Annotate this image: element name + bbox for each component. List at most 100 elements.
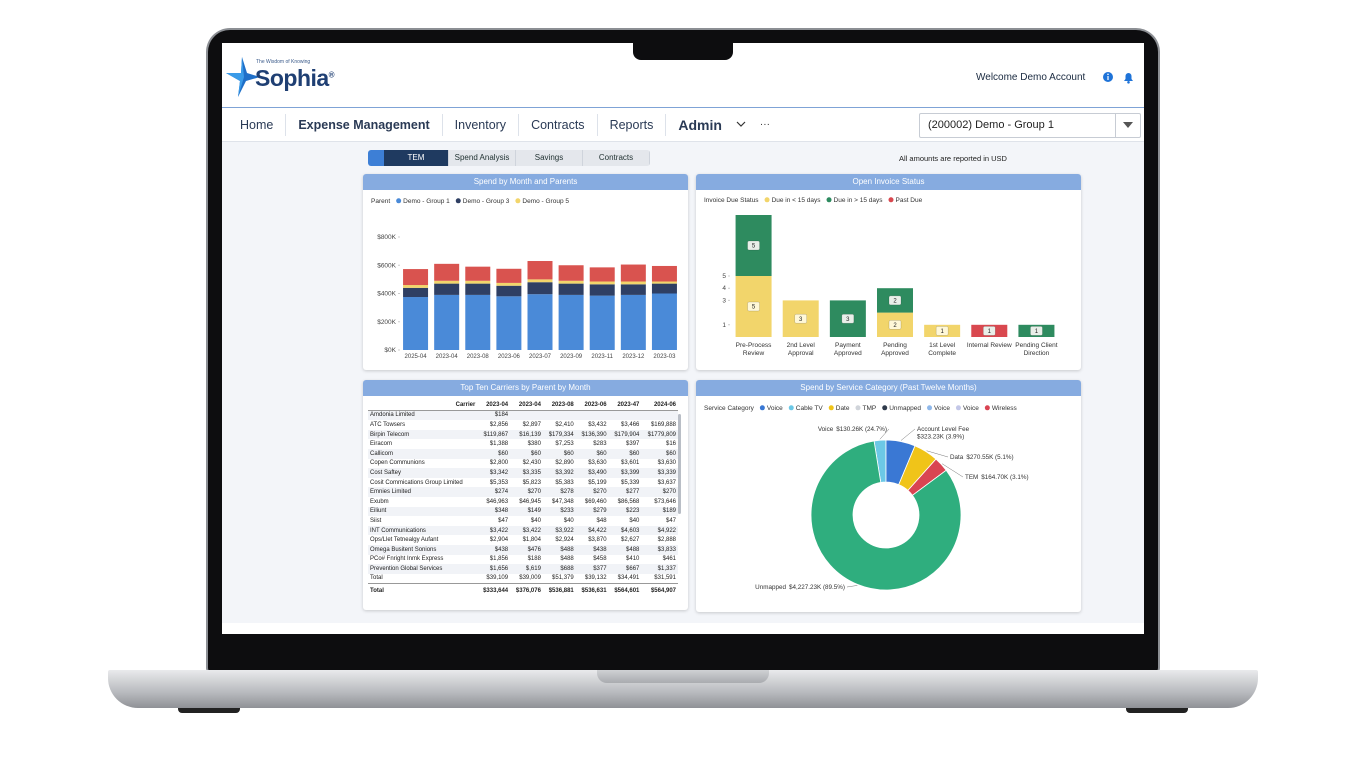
account-select[interactable]: (200002) Demo - Group 1 [919, 113, 1141, 138]
table-cell: $60 [510, 448, 543, 459]
table-row: Eiracom $1,388 $380 $7,253 $283 $397 $16 [368, 439, 678, 449]
bar-segment [403, 287, 429, 298]
table-cell: $3,422 [510, 525, 543, 536]
footer-cell: $536,631 [575, 583, 609, 599]
nav-item[interactable]: Reports [598, 113, 667, 136]
bar-segment [651, 293, 677, 350]
slice-value: $323.23K (3.9%) [917, 434, 964, 441]
legend-title: Parent [371, 198, 390, 205]
legend-label: TMP [862, 405, 876, 412]
nav-item[interactable]: Home [222, 113, 287, 136]
bar-segment [589, 295, 615, 350]
tab[interactable]: Contracts [583, 150, 650, 166]
legend-swatch [396, 198, 402, 204]
bar-segment [403, 285, 429, 288]
table-footer-row: Total $333,644 $376,076 $536,881 $536,631 $56… [368, 583, 678, 599]
bar-segment [620, 264, 646, 282]
tab-icon[interactable] [368, 150, 384, 166]
slice-label: Unmapped $4,227.23K (89.5%) [755, 584, 845, 591]
legend-title: Service Category [704, 405, 755, 412]
bar-segment [558, 283, 584, 295]
tab[interactable]: Savings [516, 150, 583, 166]
table-cell: $348 [477, 506, 511, 517]
bar-segment [558, 280, 584, 284]
bar-segment [496, 282, 522, 286]
data-label: 1 [940, 329, 944, 335]
x-tick-label: Pending Client Direction [1015, 342, 1058, 357]
footer-strip [222, 623, 1144, 634]
carrier-name: Cost Saftey [368, 468, 478, 478]
logo-word: Sophia [255, 65, 329, 91]
nav-more[interactable]: ··· [759, 119, 770, 130]
table-row: Amdonia Limited $184 [368, 410, 678, 421]
bar-segment [620, 281, 646, 285]
table-row: Total $39,109 $39,009 $51,379 $39,132 $34,491… [368, 574, 678, 584]
tagline: The Wisdom of Knowing [256, 59, 311, 65]
y-tick-label: $800K [377, 234, 396, 241]
table-row: Emnies Limited $274 $270 $278 $270 $277 $270 [368, 487, 678, 497]
legend-swatch [882, 405, 888, 411]
carrier-name: Omega Busitent Sonions [368, 544, 478, 555]
carrier-name: Total [370, 575, 383, 582]
bar-segment [465, 266, 491, 281]
panel-title: Open Invoice Status [696, 174, 1081, 190]
table-cell [575, 410, 609, 421]
laptop-foot [178, 708, 240, 713]
table-cell: $3,870 [588, 537, 607, 544]
bar-segment [434, 294, 460, 350]
table-cell: $60 [477, 448, 511, 459]
y-tick-label: 3 [722, 297, 726, 304]
leader-line [926, 450, 949, 458]
table-cell [641, 410, 678, 421]
legend-label: Unmapped [889, 405, 921, 412]
y-tick-label: $400K [377, 291, 396, 298]
table-cell: $149 [510, 506, 543, 517]
x-label-box: Payment Approved [834, 342, 862, 357]
nav-item[interactable]: Contracts [519, 113, 598, 136]
table-cell: $16 [665, 441, 676, 448]
legend-label: Demo - Group 1 [403, 198, 450, 205]
table-row: Prevention Global Services $1,656 $,619 $68… [368, 564, 678, 574]
table-cell: $119,867 [477, 429, 511, 440]
bar-segment [651, 265, 677, 282]
table-cell: $86,568 [617, 498, 640, 505]
slice-value: $130.26K (24.7%) [836, 426, 887, 433]
bell-icon[interactable] [1124, 73, 1133, 81]
carrier-name: Exubm [370, 498, 389, 505]
table-cell: $47,348 [552, 498, 574, 505]
nav-item[interactable]: Admin [678, 116, 722, 133]
table-cell: $438 [575, 544, 609, 555]
bar-segment [527, 282, 553, 295]
table-cell: $40 [530, 517, 541, 524]
data-label-box [983, 326, 996, 336]
carrier-name: Eiliunt [368, 506, 478, 517]
table-cell: $188 [527, 556, 541, 563]
table-cell: $7,253 [555, 441, 574, 448]
data-label-box [747, 240, 760, 251]
table-cell: $270 [575, 487, 609, 497]
nav-item[interactable]: Inventory [443, 113, 520, 136]
table-cell: $136,390 [575, 429, 609, 440]
tab[interactable]: Spend Analysis [449, 150, 516, 166]
carrier-name: PCo# Fnright Inmk Express [370, 556, 444, 563]
slice-name: Data [950, 454, 964, 461]
bar-segment [465, 283, 491, 295]
legend-swatch [855, 405, 861, 411]
table-cell: $3,630 [657, 460, 676, 467]
data-label: 2 [893, 299, 897, 305]
y-tick-label: $0K [384, 347, 396, 354]
table-cell: $380 [527, 441, 541, 448]
data-label-box [888, 320, 902, 330]
slice-value: $164.70K (3.1%) [981, 474, 1028, 481]
table-cell: $274 [477, 487, 511, 497]
select-caret [1123, 122, 1133, 128]
table-cell: $46,945 [519, 498, 541, 505]
tab[interactable]: TEM [384, 150, 449, 166]
table-cell: $2,904 [489, 537, 509, 544]
logo-star [226, 57, 260, 97]
column-header: 2023-04 [477, 400, 511, 411]
nav-item[interactable]: Expense Management [286, 113, 443, 136]
x-label-box: Internal Review [967, 342, 1012, 349]
scrollbar[interactable] [678, 414, 681, 514]
